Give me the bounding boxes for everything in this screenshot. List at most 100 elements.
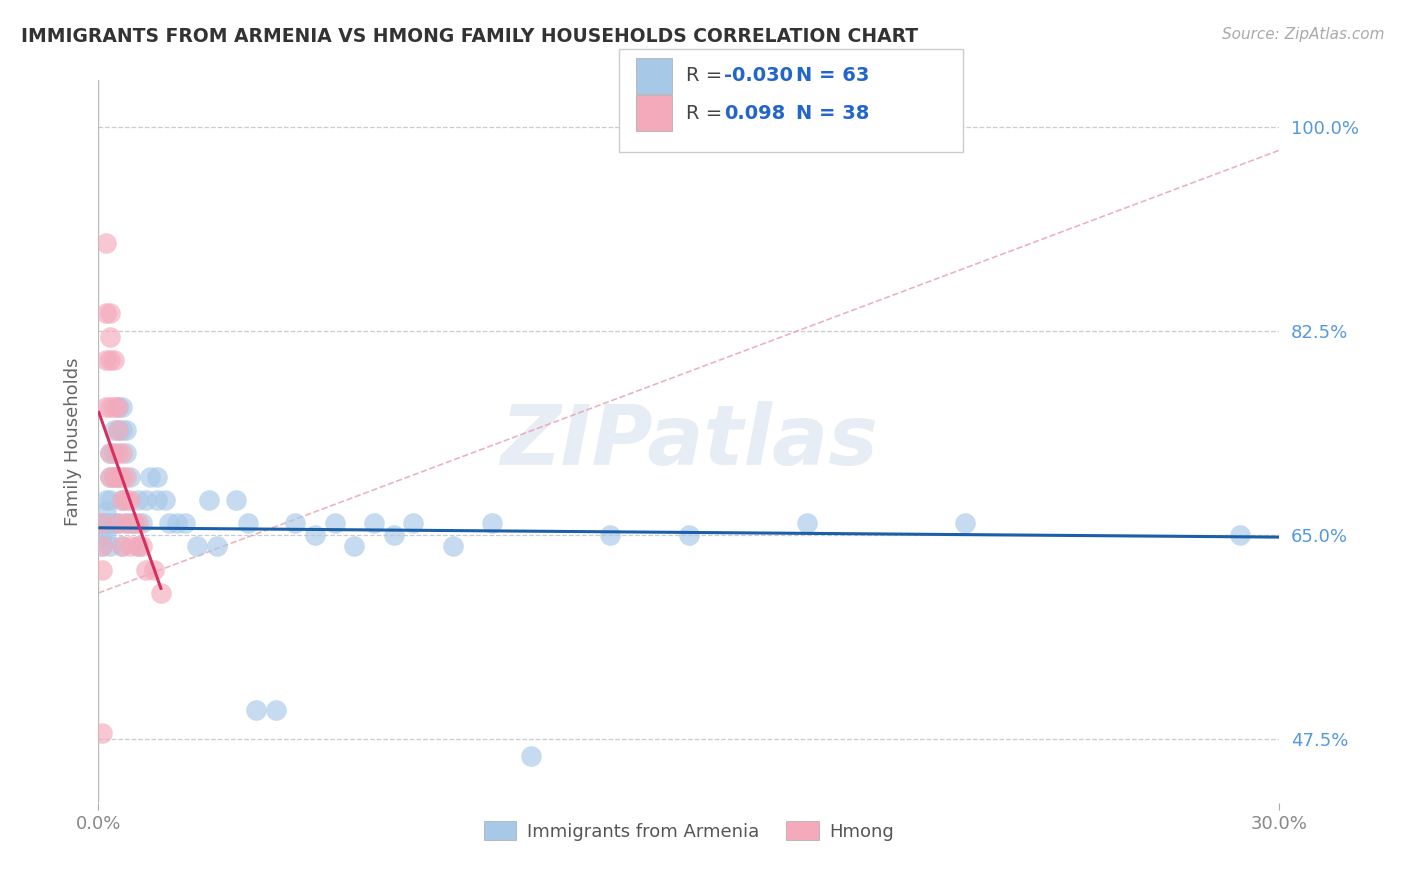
Point <box>96 353 118 368</box>
Point <box>1229 528 1251 542</box>
Point <box>146 469 169 483</box>
Point <box>953 516 976 530</box>
Point <box>103 516 125 530</box>
Point <box>98 446 121 460</box>
Point <box>91 540 114 554</box>
Text: -0.030: -0.030 <box>724 66 793 86</box>
Point <box>103 400 125 414</box>
Point <box>107 516 129 530</box>
Point <box>103 446 125 460</box>
Text: R =: R = <box>686 66 728 86</box>
Point <box>107 469 129 483</box>
Point <box>111 400 134 414</box>
Point <box>402 516 425 530</box>
Point <box>115 423 138 437</box>
Point <box>96 400 118 414</box>
Point <box>98 329 121 343</box>
Point <box>103 423 125 437</box>
Point <box>115 446 138 460</box>
Point <box>599 528 621 542</box>
Point <box>127 540 149 554</box>
Point <box>520 749 543 764</box>
Point <box>284 516 307 530</box>
Point <box>98 469 121 483</box>
Point <box>107 446 129 460</box>
Point <box>111 540 134 554</box>
Text: N = 63: N = 63 <box>796 66 869 86</box>
Point <box>98 540 121 554</box>
Point <box>98 353 121 368</box>
Point <box>138 469 160 483</box>
Point <box>481 516 503 530</box>
Point <box>245 702 267 716</box>
Point <box>157 516 180 530</box>
Point <box>166 516 188 530</box>
Point <box>127 516 149 530</box>
Point <box>382 528 405 542</box>
Point <box>796 516 818 530</box>
Point <box>197 492 219 507</box>
Point <box>155 492 177 507</box>
Point <box>118 492 141 507</box>
Point <box>225 492 247 507</box>
Point <box>135 563 157 577</box>
Text: N = 38: N = 38 <box>796 103 869 123</box>
Point <box>111 492 134 507</box>
Point <box>678 528 700 542</box>
Point <box>96 306 118 320</box>
Point <box>115 469 138 483</box>
Point <box>111 469 134 483</box>
Point <box>118 469 141 483</box>
Point <box>98 516 121 530</box>
Point <box>107 423 129 437</box>
Point <box>343 540 366 554</box>
Point <box>304 528 326 542</box>
Point <box>96 516 118 530</box>
Point <box>107 516 129 530</box>
Point <box>127 492 149 507</box>
Point <box>98 446 121 460</box>
Point <box>91 516 114 530</box>
Point <box>107 469 129 483</box>
Point <box>142 563 165 577</box>
Point <box>98 469 121 483</box>
Point <box>135 492 157 507</box>
Text: 0.098: 0.098 <box>724 103 786 123</box>
Point <box>98 306 121 320</box>
Point <box>131 516 153 530</box>
Y-axis label: Family Households: Family Households <box>65 358 83 525</box>
Point <box>150 586 173 600</box>
Point <box>107 423 129 437</box>
Point <box>122 516 145 530</box>
Point <box>111 540 134 554</box>
Point <box>111 423 134 437</box>
Point <box>146 492 169 507</box>
Legend: Immigrants from Armenia, Hmong: Immigrants from Armenia, Hmong <box>477 814 901 848</box>
Point <box>441 540 464 554</box>
Point <box>91 563 114 577</box>
Point <box>91 540 114 554</box>
Point <box>118 516 141 530</box>
Point <box>236 516 259 530</box>
Point <box>264 702 287 716</box>
Point <box>122 516 145 530</box>
Point <box>98 492 121 507</box>
Text: Source: ZipAtlas.com: Source: ZipAtlas.com <box>1222 27 1385 42</box>
Point <box>96 236 118 251</box>
Point <box>107 400 129 414</box>
Point <box>96 504 118 518</box>
Point <box>98 400 121 414</box>
Point <box>323 516 346 530</box>
Point <box>174 516 197 530</box>
Point <box>205 540 228 554</box>
Point <box>103 469 125 483</box>
Point <box>115 516 138 530</box>
Point <box>118 540 141 554</box>
Point <box>186 540 208 554</box>
Point <box>96 492 118 507</box>
Point <box>115 492 138 507</box>
Point <box>96 528 118 542</box>
Point <box>91 726 114 740</box>
Point <box>363 516 385 530</box>
Text: IMMIGRANTS FROM ARMENIA VS HMONG FAMILY HOUSEHOLDS CORRELATION CHART: IMMIGRANTS FROM ARMENIA VS HMONG FAMILY … <box>21 27 918 45</box>
